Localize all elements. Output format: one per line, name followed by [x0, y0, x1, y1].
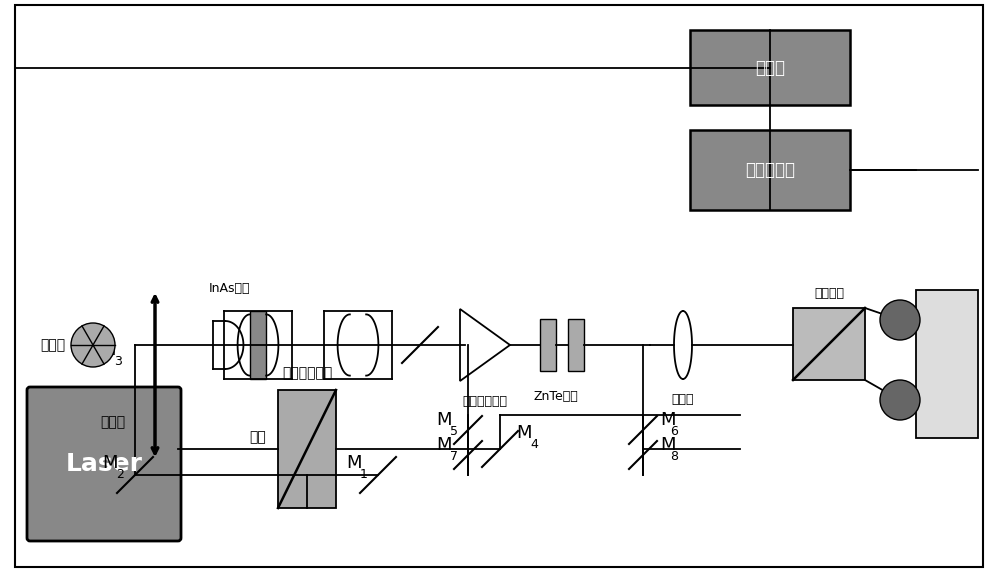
- Bar: [568, 319, 584, 371]
- Text: 6: 6: [670, 425, 678, 438]
- Text: M: M: [436, 411, 452, 429]
- Text: 偏振分光棱镜: 偏振分光棱镜: [282, 366, 332, 380]
- Bar: [250, 311, 266, 379]
- Bar: [540, 319, 556, 371]
- Bar: [690, 30, 850, 105]
- Text: Laser: Laser: [66, 452, 143, 476]
- Text: M: M: [100, 341, 116, 359]
- Bar: [690, 130, 850, 210]
- Text: 沃拉斯顿棱镜: 沃拉斯顿棱镜: [462, 395, 508, 408]
- Text: M: M: [347, 454, 362, 472]
- Text: 样品: 样品: [250, 430, 266, 444]
- Text: InAs晶体: InAs晶体: [209, 282, 251, 295]
- Text: M: M: [103, 454, 118, 472]
- Text: 计算机: 计算机: [755, 58, 785, 77]
- Text: M: M: [660, 411, 676, 429]
- Text: 3: 3: [114, 355, 122, 368]
- Polygon shape: [460, 309, 510, 381]
- FancyBboxPatch shape: [27, 387, 181, 541]
- Bar: [278, 390, 336, 508]
- Text: 平移台: 平移台: [100, 415, 125, 429]
- Text: 8: 8: [670, 450, 678, 463]
- Text: ZnTe晶体: ZnTe晶体: [534, 390, 578, 403]
- Text: M: M: [660, 436, 676, 454]
- Text: 1: 1: [360, 468, 368, 481]
- Text: M: M: [436, 436, 452, 454]
- Text: 斩波器: 斩波器: [40, 338, 65, 352]
- Circle shape: [880, 380, 920, 420]
- Circle shape: [71, 323, 115, 367]
- Text: 半玻片: 半玻片: [672, 393, 694, 406]
- Text: 2: 2: [116, 468, 124, 481]
- Bar: [916, 290, 978, 438]
- Text: M: M: [516, 424, 532, 442]
- Bar: [793, 308, 865, 380]
- Text: 4: 4: [530, 438, 538, 451]
- Text: 5: 5: [450, 425, 458, 438]
- Circle shape: [880, 300, 920, 340]
- Text: 分光棱镜: 分光棱镜: [814, 287, 844, 300]
- Text: 7: 7: [450, 450, 458, 463]
- Text: 锁相放大器: 锁相放大器: [745, 161, 795, 179]
